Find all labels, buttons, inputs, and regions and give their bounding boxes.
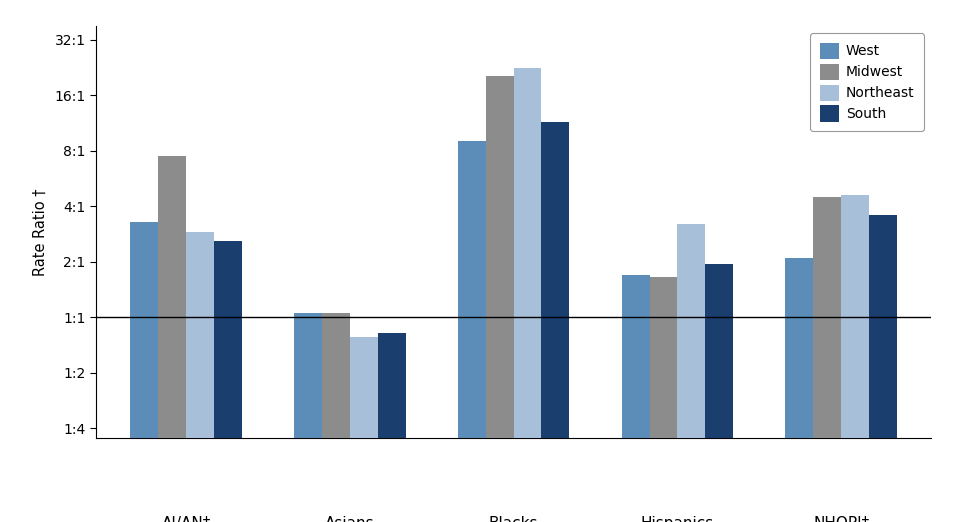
Bar (541, 122, 569, 522)
Bar (214, 241, 242, 522)
Bar (622, 275, 650, 522)
Bar (514, 68, 541, 522)
Bar (650, 277, 678, 522)
Bar (186, 232, 214, 522)
Bar (377, 333, 405, 522)
Bar (131, 222, 158, 522)
Bar (785, 258, 813, 522)
Bar (294, 313, 322, 522)
Bar (458, 141, 486, 522)
Bar (841, 195, 869, 522)
Bar (869, 215, 897, 522)
Y-axis label: Rate Ratio †: Rate Ratio † (33, 188, 47, 276)
Bar (678, 224, 706, 522)
Bar (322, 313, 349, 522)
Legend: West, Midwest, Northeast, South: West, Midwest, Northeast, South (810, 33, 924, 131)
Bar (486, 76, 514, 522)
Bar (706, 264, 733, 522)
Bar (813, 197, 841, 522)
Bar (158, 156, 186, 522)
Bar (349, 337, 377, 522)
